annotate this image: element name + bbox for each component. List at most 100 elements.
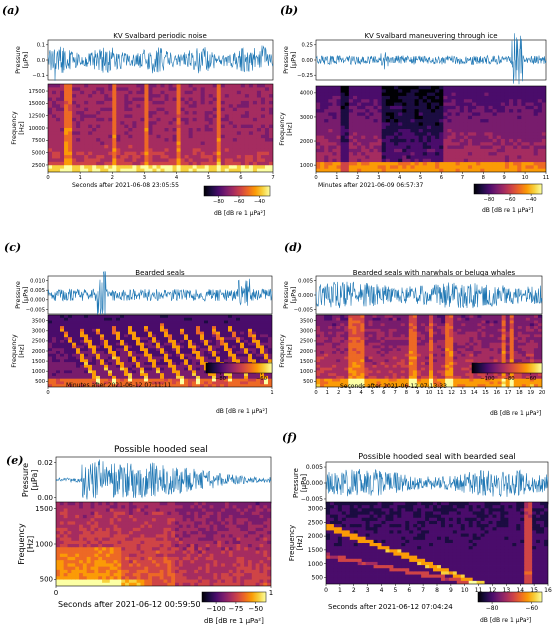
frequency-tick-label: 3000 (300, 329, 313, 335)
panel-title: Bearded seals with narwhals or beluga wh… (352, 269, 516, 277)
pressure-tick-label: −0.005 (294, 307, 313, 313)
frequency-axis-label: [Hz] (17, 344, 25, 357)
frequency-tick-label: 2500 (308, 519, 323, 526)
frequency-axis-label: Frequency (17, 523, 26, 565)
spectrogram-image (56, 502, 271, 586)
x-tick-label: 3 (348, 390, 351, 396)
colorbar-tick-label: −60 (505, 197, 516, 203)
colorbar-tick-label: −60 (525, 605, 538, 612)
x-tick-label: 12 (489, 587, 497, 594)
x-tick-label: 16 (493, 390, 500, 396)
x-tick-label: 6 (407, 587, 411, 594)
frequency-tick-label: 15000 (28, 101, 45, 107)
colorbar-tick-label: −80 (213, 199, 224, 205)
pressure-tick-label: 0.005 (306, 464, 323, 471)
frequency-tick-label: 10000 (28, 126, 45, 132)
colorbar (477, 591, 543, 603)
x-tick-label: 11 (543, 175, 550, 181)
pressure-axis-label: [µPa] (30, 470, 39, 491)
x-tick-label: 0 (324, 587, 328, 594)
frequency-tick-label: 2000 (32, 349, 45, 355)
colorbar (473, 183, 543, 195)
x-tick-label: 4 (398, 175, 402, 181)
colorbar-tick-label: −80 (486, 605, 499, 612)
colorbar-label: dB [dB re 1 µPa²] (482, 207, 534, 214)
frequency-axis-label: Frequency (278, 112, 286, 146)
x-axis-label: Seconds after 2021-06-08 23:05:55 (72, 182, 179, 189)
colorbar (471, 362, 543, 374)
pressure-tick-label: 0.005 (30, 288, 45, 294)
frequency-axis-label: Frequency (278, 334, 286, 368)
colorbar-tick-label: −100 (480, 376, 494, 382)
frequency-tick-label: 3500 (32, 319, 45, 325)
spectrogram-image (326, 502, 548, 584)
x-tick-label: 1 (78, 175, 81, 181)
colorbar-tick-label: −80 (483, 197, 494, 203)
pressure-tick-label: −0.1 (32, 73, 45, 79)
colorbar-label: dB [dB re 1 µPa²] (480, 617, 532, 624)
frequency-axis-label: Frequency (288, 525, 296, 561)
frequency-tick-label: 4000 (300, 91, 313, 97)
frequency-tick-label: 2000 (300, 349, 313, 355)
frequency-tick-label: 5000 (32, 150, 45, 156)
x-tick-label: 12 (448, 390, 455, 396)
x-tick-label: 1 (326, 390, 329, 396)
x-tick-label: 13 (460, 390, 467, 396)
x-tick-label: 8 (405, 390, 408, 396)
colorbar-label: dB [dB re 1 µPa²] (216, 408, 268, 415)
waveform-trace (55, 459, 272, 500)
frequency-axis-label: [Hz] (26, 536, 35, 552)
frequency-tick-label: 1000 (300, 369, 313, 375)
x-tick-label: 1 (270, 390, 273, 396)
x-tick-label: 1 (269, 589, 273, 597)
frequency-tick-label: 3500 (300, 319, 313, 325)
pressure-tick-label: −0.25 (297, 73, 313, 79)
x-tick-label: 14 (516, 587, 524, 594)
panel-b: (b) KV Svalbard maneuvering through ice … (276, 0, 552, 225)
panel-c: (c) Bearded seals 0.010 0.005 0.000 −0.005 P… (0, 225, 276, 450)
frequency-tick-label: 2500 (300, 339, 313, 345)
x-tick-label: 5 (207, 175, 210, 181)
waveform-trace (315, 33, 547, 85)
x-tick-label: 18 (516, 390, 523, 396)
colorbar-tick-label: −40 (254, 199, 265, 205)
waveform-axes (315, 275, 543, 315)
colorbar (203, 185, 271, 197)
frequency-axis-label: [Hz] (17, 121, 25, 134)
colorbar-label: dB [dB re 1 µPa²] (490, 410, 542, 417)
x-tick-label: 15 (482, 390, 489, 396)
x-tick-label: 1 (335, 175, 338, 181)
x-tick-label: 2 (111, 175, 114, 181)
spectrogram-image (48, 84, 273, 172)
pressure-axis-label: Pressure (14, 281, 22, 309)
frequency-tick-label: 7500 (32, 138, 45, 144)
colorbar-tick-label: −80 (504, 376, 515, 382)
x-tick-label: 7 (461, 175, 464, 181)
panel-a: (a) KV Svalbard periodic noise 0.1 0.0 −0.… (0, 0, 276, 225)
colorbar (201, 591, 267, 603)
colorbar-tick-label: −60 (256, 376, 267, 382)
x-tick-label: 0 (314, 390, 317, 396)
pressure-tick-label: −0.005 (301, 496, 323, 503)
x-tick-label: 4 (175, 175, 179, 181)
frequency-tick-label: 1000 (300, 163, 313, 169)
x-tick-label: 2 (337, 390, 340, 396)
waveform-trace (47, 270, 273, 321)
colorbar (205, 362, 273, 374)
panel-f: (f) Possible hooded seal with bearded se… (276, 431, 552, 627)
colorbar-tick-label: −100 (206, 605, 225, 613)
x-tick-label: 8 (435, 587, 439, 594)
pressure-axis-label: [µPa] (21, 287, 29, 304)
panel-label: (f) (282, 431, 298, 444)
frequency-axis-label: Frequency (10, 111, 18, 145)
frequency-tick-label: 3000 (300, 115, 313, 121)
x-axis-label: Minutes after 2021-06-09 06:57:37 (318, 182, 424, 189)
pressure-axis-label: Pressure (14, 46, 22, 74)
frequency-axis-label: Frequency (10, 334, 18, 368)
colorbar-tick-label: −80 (215, 376, 226, 382)
colorbar-tick-label: −75 (229, 605, 244, 613)
